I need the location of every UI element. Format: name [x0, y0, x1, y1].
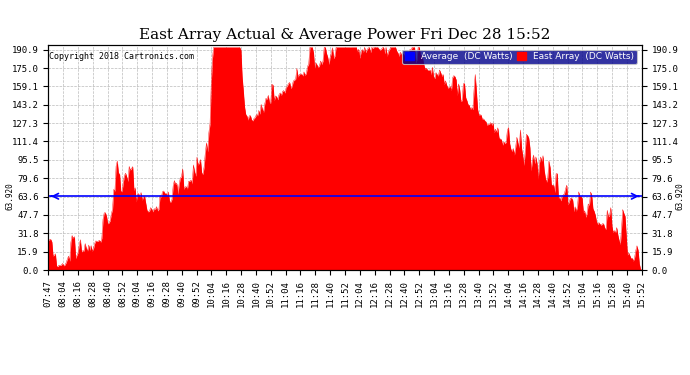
- Text: 63.920: 63.920: [6, 182, 14, 210]
- Legend: Average  (DC Watts), East Array  (DC Watts): Average (DC Watts), East Array (DC Watts…: [402, 50, 637, 64]
- Text: Copyright 2018 Cartronics.com: Copyright 2018 Cartronics.com: [49, 52, 194, 61]
- Text: 63.920: 63.920: [676, 182, 684, 210]
- Title: East Array Actual & Average Power Fri Dec 28 15:52: East Array Actual & Average Power Fri De…: [139, 28, 551, 42]
